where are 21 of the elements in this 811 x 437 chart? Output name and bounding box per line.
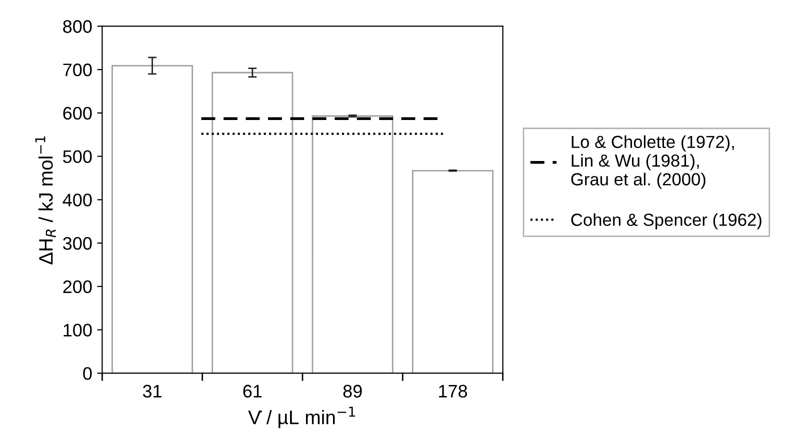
x-tick-label: 178 — [439, 384, 468, 398]
y-tick-label: 500 — [63, 150, 92, 164]
y-tick-label: 100 — [64, 324, 92, 337]
y-tick-label: 0 — [83, 367, 92, 380]
x-tick-label: 61 — [243, 384, 262, 398]
x-axis-title: V̇ / µL min$^{−1}$ — [248, 406, 355, 428]
y-tick-label: 300 — [63, 237, 92, 250]
x-tick-label: 31 — [142, 384, 162, 398]
y-axis-title: ΔH$_{R}$ / kJ mol$^{−1}$ — [35, 136, 56, 264]
y-tick-label: 400 — [62, 194, 92, 206]
bar — [212, 72, 294, 374]
y-tick-label: 200 — [63, 280, 92, 294]
legend-label: Cohen & Spencer (1962) — [571, 213, 762, 230]
bar — [312, 115, 394, 374]
x-tick-label: 89 — [343, 384, 362, 398]
y-tick-label: 700 — [63, 64, 92, 76]
y-tick-label: 800 — [63, 20, 92, 33]
legend-label: Lo & Cholette (1972), Lin & Wu (1981), Grau et al. (2000) — [571, 135, 734, 189]
bar — [412, 170, 494, 374]
bar — [112, 64, 194, 374]
y-tick-label: 600 — [63, 106, 92, 120]
